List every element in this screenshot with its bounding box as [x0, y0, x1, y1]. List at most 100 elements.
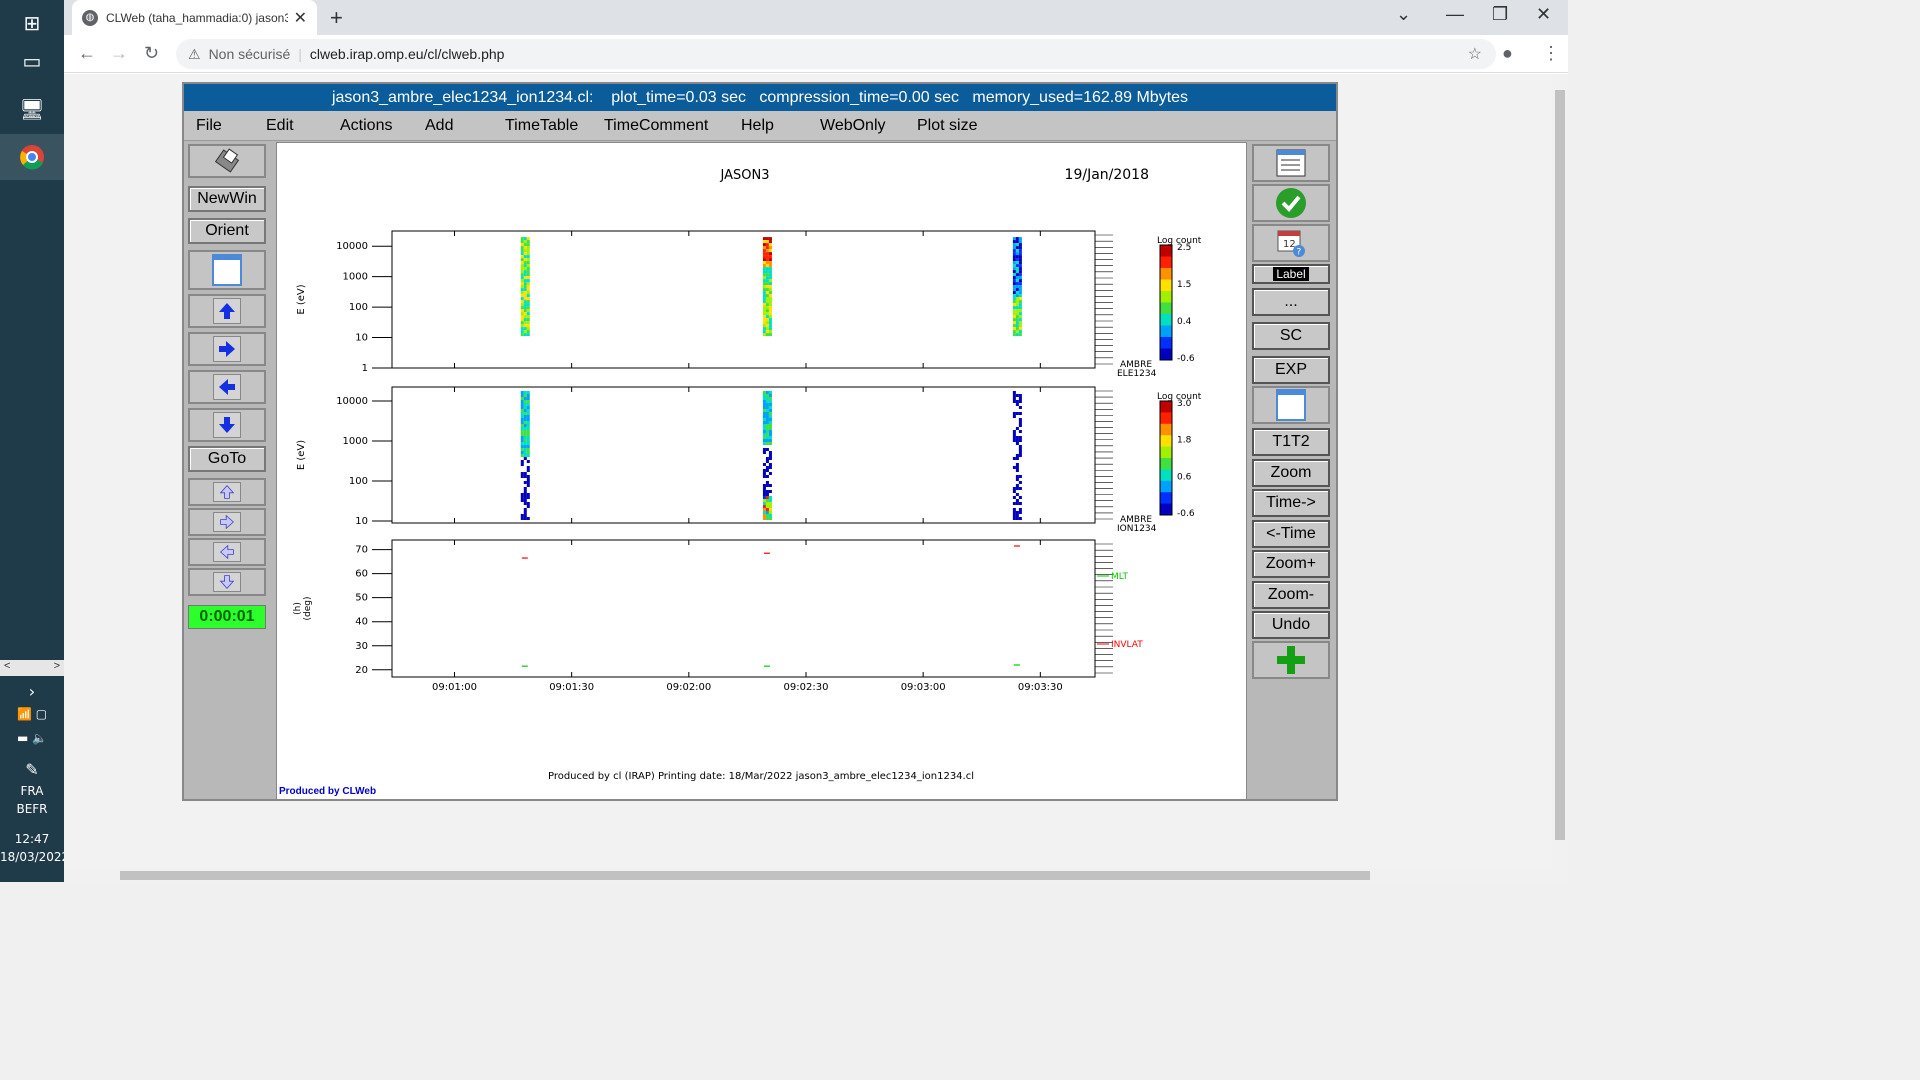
series-label-mlt: MLT	[1111, 572, 1129, 582]
menu-add[interactable]: Add	[425, 117, 454, 134]
zoom-out-button[interactable]: Zoom-	[1252, 581, 1330, 609]
spectrogram-cell	[1012, 246, 1016, 250]
back-button[interactable]: ←	[78, 43, 96, 63]
spectrogram-cell	[765, 412, 769, 415]
spectrogram-cell	[523, 282, 527, 286]
spectrogram-cell	[526, 333, 530, 337]
vertical-scrollbar[interactable]	[1552, 74, 1568, 868]
tab-search-icon[interactable]: ⌄	[1396, 4, 1412, 24]
spectrogram-cell	[1015, 243, 1019, 247]
horizontal-scrollbar[interactable]	[64, 868, 1568, 882]
spectrogram-cell	[765, 499, 769, 502]
add-panel-button[interactable]	[1252, 641, 1330, 679]
star-icon[interactable]: ☆	[1467, 46, 1482, 63]
label-button[interactable]: Label	[1252, 264, 1330, 284]
small-up-button[interactable]	[188, 478, 266, 506]
url-field[interactable]: ⚠ Non sécurisé | clweb.irap.omp.eu/cl/cl…	[176, 39, 1496, 69]
move-right-button[interactable]	[188, 332, 266, 366]
task-view-icon[interactable]: ▭	[22, 50, 42, 73]
spectrogram-cell	[1015, 327, 1019, 331]
calendar-button[interactable]: 12?	[1252, 224, 1330, 262]
list-window-button[interactable]	[1252, 144, 1330, 182]
small-left-button[interactable]	[188, 538, 266, 566]
spectrogram-cell	[765, 291, 769, 295]
vertical-scroll-thumb[interactable]	[1555, 90, 1565, 840]
window2-button[interactable]	[1252, 386, 1330, 424]
close-window-button[interactable]: ✕	[1536, 4, 1552, 24]
colorbar-segment	[1160, 247, 1172, 252]
small-down-button[interactable]	[188, 568, 266, 596]
spectrogram-cell	[523, 508, 527, 511]
spectrogram-cell	[520, 472, 524, 475]
close-tab-icon[interactable]: ✕	[293, 9, 307, 27]
minimize-button[interactable]: —	[1446, 4, 1464, 24]
reload-button[interactable]: ↻	[144, 43, 160, 63]
spectrogram-cell	[523, 418, 527, 421]
move-left-button[interactable]	[188, 370, 266, 404]
warning-icon[interactable]: ⚠	[188, 45, 201, 62]
orient-button[interactable]: Orient	[188, 218, 266, 244]
spectrogram-cell	[523, 243, 527, 247]
spectrogram-cell	[1015, 457, 1019, 460]
exp-button[interactable]: EXP	[1252, 356, 1330, 384]
windows-start-icon[interactable]: ⊞	[23, 12, 41, 35]
t1t2-button[interactable]: T1T2	[1252, 428, 1330, 456]
clock-date[interactable]: 18/03/2022	[0, 850, 70, 864]
spectrogram-cell	[1015, 306, 1019, 310]
language-fra[interactable]: FRA	[20, 784, 44, 798]
colorbar-segment	[1160, 489, 1172, 493]
network-icon[interactable]: 📶 ▢	[16, 707, 48, 721]
battery-volume-icon[interactable]: ▬ 🔈	[16, 731, 48, 745]
menu-actions[interactable]: Actions	[340, 117, 393, 134]
new-tab-button[interactable]: +	[330, 5, 343, 30]
spectrogram-cell	[768, 276, 772, 280]
menu-webonly[interactable]: WebOnly	[820, 117, 886, 134]
small-right-button[interactable]	[188, 508, 266, 536]
sc-button[interactable]: SC	[1252, 322, 1330, 350]
spectrogram-cell	[526, 466, 530, 469]
spectrogram-cell	[765, 276, 769, 280]
more-button[interactable]: ...	[1252, 288, 1330, 316]
goto-button[interactable]: GoTo	[188, 446, 266, 472]
url-text[interactable]: clweb.irap.omp.eu/cl/clweb.php	[309, 46, 505, 62]
window-button[interactable]	[188, 250, 266, 290]
menu-dots-icon[interactable]: ⋮	[1542, 43, 1560, 63]
profile-icon[interactable]: ●	[1502, 43, 1513, 63]
time-back-button[interactable]: <-Time	[1252, 520, 1330, 548]
colorbar-segment	[1160, 299, 1172, 303]
maximize-button[interactable]: ❐	[1492, 4, 1509, 24]
language-befr[interactable]: BEFR	[16, 802, 48, 816]
menu-file[interactable]: File	[196, 117, 222, 134]
newwin-button[interactable]: NewWin	[188, 186, 266, 212]
spectrogram-cell	[1018, 306, 1022, 310]
security-label[interactable]: Non sécurisé	[208, 46, 291, 62]
menu-plot-size[interactable]: Plot size	[917, 117, 978, 134]
spectrogram-cell	[1012, 276, 1016, 280]
pen-icon[interactable]: ✎	[25, 760, 39, 779]
spectrogram-cell	[768, 430, 772, 433]
undo-button[interactable]: Undo	[1252, 611, 1330, 639]
forward-button[interactable]: →	[110, 43, 128, 63]
menu-edit[interactable]: Edit	[266, 117, 294, 134]
browser-tab[interactable]: ◍ CLWeb (taha_hammadia:0) jason3... ✕	[72, 0, 317, 35]
time-forward-button[interactable]: Time->	[1252, 489, 1330, 517]
zoom-button[interactable]: Zoom	[1252, 459, 1330, 487]
y-axis-label: E (eV)	[296, 284, 307, 314]
menu-timetable[interactable]: TimeTable	[505, 117, 579, 134]
move-up-button[interactable]	[188, 294, 266, 328]
taskbar-scroller[interactable]: < >	[0, 660, 64, 676]
move-down-button[interactable]	[188, 408, 266, 442]
chevron-right-icon[interactable]: ›	[28, 682, 36, 701]
computer-icon[interactable]: 🖥	[19, 98, 45, 121]
zoom-in-button[interactable]: Zoom+	[1252, 550, 1330, 578]
colorbar-title: Log count	[1157, 236, 1202, 246]
produced-by-link[interactable]: Produced by CLWeb	[279, 786, 377, 797]
spectrogram-cell	[1015, 324, 1019, 328]
chrome-icon[interactable]	[0, 134, 64, 180]
horizontal-scroll-thumb[interactable]	[120, 871, 1370, 880]
clock-time[interactable]: 12:47	[14, 832, 50, 846]
print-button[interactable]	[188, 144, 266, 178]
validate-button[interactable]	[1252, 184, 1330, 222]
menu-timecomment[interactable]: TimeComment	[604, 117, 709, 134]
menu-help[interactable]: Help	[741, 117, 774, 134]
